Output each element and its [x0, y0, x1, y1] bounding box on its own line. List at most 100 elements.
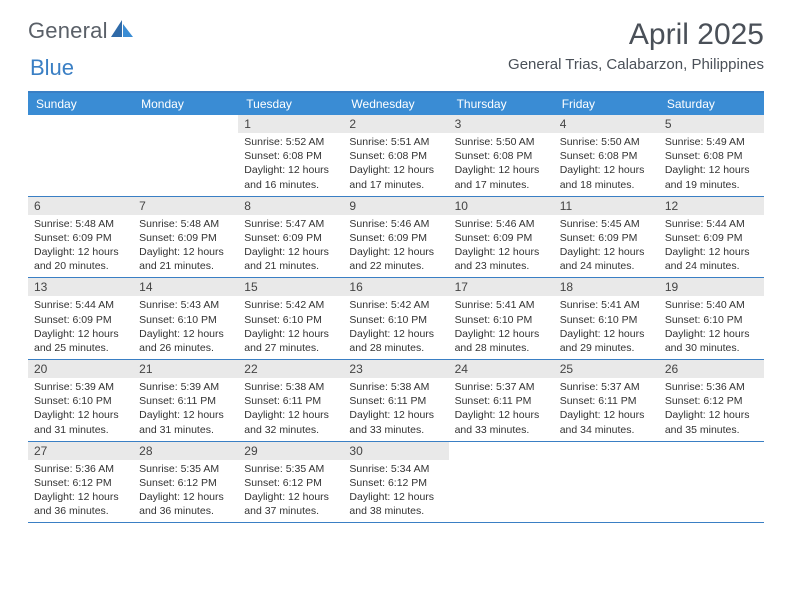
calendar-cell: 11Sunrise: 5:45 AMSunset: 6:09 PMDayligh… — [554, 197, 659, 278]
sunrise-text: Sunrise: 5:35 AM — [139, 462, 232, 476]
day-details: Sunrise: 5:48 AMSunset: 6:09 PMDaylight:… — [133, 215, 238, 274]
calendar-week: 1Sunrise: 5:52 AMSunset: 6:08 PMDaylight… — [28, 115, 764, 197]
daylight-text: Daylight: 12 hours and 36 minutes. — [34, 490, 127, 518]
sunrise-text: Sunrise: 5:47 AM — [244, 217, 337, 231]
calendar-cell: 8Sunrise: 5:47 AMSunset: 6:09 PMDaylight… — [238, 197, 343, 278]
day-header: Sunday — [28, 93, 133, 115]
daylight-text: Daylight: 12 hours and 33 minutes. — [349, 408, 442, 436]
day-details: Sunrise: 5:50 AMSunset: 6:08 PMDaylight:… — [554, 133, 659, 192]
daylight-text: Daylight: 12 hours and 19 minutes. — [665, 163, 758, 191]
calendar-cell: 10Sunrise: 5:46 AMSunset: 6:09 PMDayligh… — [449, 197, 554, 278]
calendar-cell: 20Sunrise: 5:39 AMSunset: 6:10 PMDayligh… — [28, 360, 133, 441]
sunset-text: Sunset: 6:10 PM — [139, 313, 232, 327]
day-header: Thursday — [449, 93, 554, 115]
sunset-text: Sunset: 6:11 PM — [139, 394, 232, 408]
calendar-cell: 28Sunrise: 5:35 AMSunset: 6:12 PMDayligh… — [133, 442, 238, 523]
sunrise-text: Sunrise: 5:46 AM — [349, 217, 442, 231]
day-header: Wednesday — [343, 93, 448, 115]
day-details: Sunrise: 5:41 AMSunset: 6:10 PMDaylight:… — [554, 296, 659, 355]
sunrise-text: Sunrise: 5:39 AM — [139, 380, 232, 394]
day-number: 11 — [554, 197, 659, 215]
sunrise-text: Sunrise: 5:38 AM — [244, 380, 337, 394]
day-details: Sunrise: 5:38 AMSunset: 6:11 PMDaylight:… — [238, 378, 343, 437]
day-details: Sunrise: 5:39 AMSunset: 6:10 PMDaylight:… — [28, 378, 133, 437]
daylight-text: Daylight: 12 hours and 34 minutes. — [560, 408, 653, 436]
sunset-text: Sunset: 6:10 PM — [455, 313, 548, 327]
day-details: Sunrise: 5:46 AMSunset: 6:09 PMDaylight:… — [449, 215, 554, 274]
brand-logo: General — [28, 18, 135, 44]
daylight-text: Daylight: 12 hours and 24 minutes. — [560, 245, 653, 273]
sunset-text: Sunset: 6:09 PM — [34, 313, 127, 327]
daylight-text: Daylight: 12 hours and 31 minutes. — [34, 408, 127, 436]
sunrise-text: Sunrise: 5:50 AM — [455, 135, 548, 149]
day-number: 28 — [133, 442, 238, 460]
daylight-text: Daylight: 12 hours and 26 minutes. — [139, 327, 232, 355]
calendar-cell: 6Sunrise: 5:48 AMSunset: 6:09 PMDaylight… — [28, 197, 133, 278]
sunrise-text: Sunrise: 5:42 AM — [349, 298, 442, 312]
day-number: 1 — [238, 115, 343, 133]
calendar-cell: 25Sunrise: 5:37 AMSunset: 6:11 PMDayligh… — [554, 360, 659, 441]
sunrise-text: Sunrise: 5:48 AM — [34, 217, 127, 231]
calendar-cell: 15Sunrise: 5:42 AMSunset: 6:10 PMDayligh… — [238, 278, 343, 359]
sunset-text: Sunset: 6:09 PM — [560, 231, 653, 245]
daylight-text: Daylight: 12 hours and 28 minutes. — [455, 327, 548, 355]
day-header: Tuesday — [238, 93, 343, 115]
day-number: 24 — [449, 360, 554, 378]
sunrise-text: Sunrise: 5:42 AM — [244, 298, 337, 312]
day-details: Sunrise: 5:42 AMSunset: 6:10 PMDaylight:… — [238, 296, 343, 355]
sunset-text: Sunset: 6:08 PM — [244, 149, 337, 163]
calendar-cell: 21 Sunrise: 5:39 AMSunset: 6:11 PMDayligh… — [133, 360, 238, 441]
daylight-text: Daylight: 12 hours and 32 minutes. — [244, 408, 337, 436]
daylight-text: Daylight: 12 hours and 25 minutes. — [34, 327, 127, 355]
sail-icon — [111, 18, 135, 44]
day-number: 16 — [343, 278, 448, 296]
sunset-text: Sunset: 6:09 PM — [34, 231, 127, 245]
daylight-text: Daylight: 12 hours and 17 minutes. — [455, 163, 548, 191]
sunset-text: Sunset: 6:12 PM — [665, 394, 758, 408]
day-details: Sunrise: 5:52 AMSunset: 6:08 PMDaylight:… — [238, 133, 343, 192]
calendar-cell-empty — [659, 442, 764, 523]
day-details: Sunrise: 5:40 AMSunset: 6:10 PMDaylight:… — [659, 296, 764, 355]
day-number: 21 — [133, 360, 238, 378]
daylight-text: Daylight: 12 hours and 38 minutes. — [349, 490, 442, 518]
sunrise-text: Sunrise: 5:41 AM — [455, 298, 548, 312]
day-number: 22 — [238, 360, 343, 378]
day-details: Sunrise: 5:34 AMSunset: 6:12 PMDaylight:… — [343, 460, 448, 519]
day-details: Sunrise: 5:35 AMSunset: 6:12 PMDaylight:… — [238, 460, 343, 519]
daylight-text: Daylight: 12 hours and 33 minutes. — [455, 408, 548, 436]
calendar-cell: 19Sunrise: 5:40 AMSunset: 6:10 PMDayligh… — [659, 278, 764, 359]
sunset-text: Sunset: 6:10 PM — [34, 394, 127, 408]
sunset-text: Sunset: 6:11 PM — [244, 394, 337, 408]
daylight-text: Daylight: 12 hours and 30 minutes. — [665, 327, 758, 355]
sunset-text: Sunset: 6:09 PM — [139, 231, 232, 245]
daylight-text: Daylight: 12 hours and 21 minutes. — [139, 245, 232, 273]
page-title: April 2025 — [508, 18, 764, 52]
day-number: 10 — [449, 197, 554, 215]
daylight-text: Daylight: 12 hours and 31 minutes. — [139, 408, 232, 436]
title-block: April 2025 General Trias, Calabarzon, Ph… — [508, 18, 764, 73]
day-number: 3 — [449, 115, 554, 133]
sunrise-text: Sunrise: 5:43 AM — [139, 298, 232, 312]
calendar-week: 27Sunrise: 5:36 AMSunset: 6:12 PMDayligh… — [28, 442, 764, 524]
day-header-row: Sunday Monday Tuesday Wednesday Thursday… — [28, 93, 764, 115]
day-number: 7 — [133, 197, 238, 215]
calendar-week: 13Sunrise: 5:44 AMSunset: 6:09 PMDayligh… — [28, 278, 764, 360]
day-details: Sunrise: 5:42 AMSunset: 6:10 PMDaylight:… — [343, 296, 448, 355]
sunrise-text: Sunrise: 5:51 AM — [349, 135, 442, 149]
day-details: Sunrise: 5:43 AMSunset: 6:10 PMDaylight:… — [133, 296, 238, 355]
sunset-text: Sunset: 6:08 PM — [455, 149, 548, 163]
sunset-text: Sunset: 6:11 PM — [349, 394, 442, 408]
sunset-text: Sunset: 6:09 PM — [349, 231, 442, 245]
calendar-cell-empty — [449, 442, 554, 523]
calendar-cell: 13Sunrise: 5:44 AMSunset: 6:09 PMDayligh… — [28, 278, 133, 359]
calendar-cell: 1Sunrise: 5:52 AMSunset: 6:08 PMDaylight… — [238, 115, 343, 196]
calendar-week: 6Sunrise: 5:48 AMSunset: 6:09 PMDaylight… — [28, 197, 764, 279]
day-details: Sunrise: 5:36 AMSunset: 6:12 PMDaylight:… — [659, 378, 764, 437]
day-details: Sunrise: 5:50 AMSunset: 6:08 PMDaylight:… — [449, 133, 554, 192]
day-number: 12 — [659, 197, 764, 215]
day-number: 14 — [133, 278, 238, 296]
calendar-cell-empty — [28, 115, 133, 196]
daylight-text: Daylight: 12 hours and 29 minutes. — [560, 327, 653, 355]
sunrise-text: Sunrise: 5:36 AM — [665, 380, 758, 394]
sunset-text: Sunset: 6:09 PM — [665, 231, 758, 245]
